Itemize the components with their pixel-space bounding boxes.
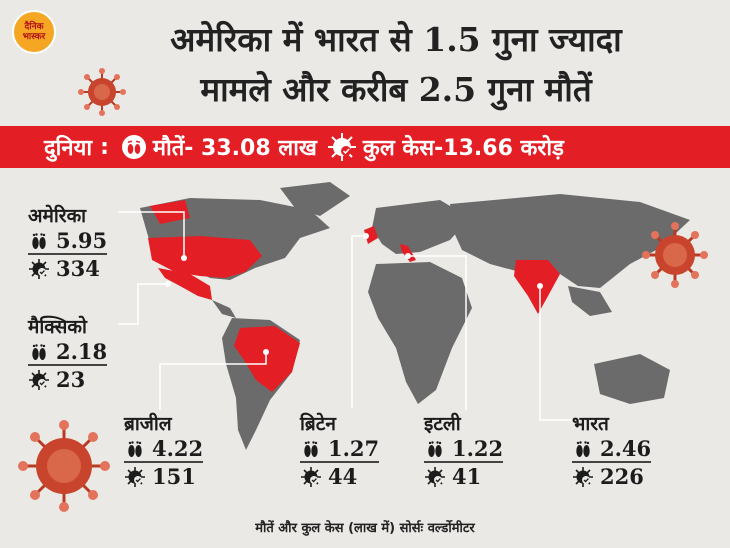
virus-icon: [29, 258, 49, 279]
country-usa: अमेरिका 5.95 334: [28, 202, 108, 282]
source-note: मौतें और कुल केस (लाख में) सोर्सः वर्ल्ड…: [255, 521, 475, 536]
cases-value: 41: [452, 464, 482, 489]
country-name: ब्रिटेन: [300, 413, 336, 435]
coronavirus-illustration-right: [642, 222, 708, 288]
country-brazil: ब्राजील 4.22 151: [124, 410, 204, 490]
deaths-value: 2.18: [56, 339, 108, 364]
country-uk: ब्रिटेन 1.27 44: [300, 410, 380, 490]
cases-value: 151: [152, 464, 196, 489]
europe-land: [372, 200, 470, 254]
leader-line-uk: [351, 235, 366, 408]
feet-icon: [121, 135, 146, 159]
feet-icon: [576, 440, 590, 457]
country-name: मैक्सिको: [28, 316, 87, 338]
world-cases: कुल केस-13.66 करोड़: [362, 136, 564, 161]
central-america-land: [212, 300, 236, 318]
dainik-bhaskar-logo: दैनिक भास्कर: [12, 10, 56, 54]
greenland-land: [280, 182, 350, 216]
virus-icon: [125, 466, 145, 487]
country-name: ब्राजील: [124, 413, 172, 435]
southeast-asia-land: [568, 286, 612, 316]
deaths-value: 1.22: [452, 436, 504, 461]
world-deaths: मौतें- 33.08 लाख: [152, 136, 317, 161]
asia-land: [450, 194, 690, 288]
feet-icon: [32, 232, 46, 249]
coronavirus-illustration: [78, 68, 126, 116]
virus-icon: [573, 466, 593, 487]
deaths-value: 2.46: [600, 436, 652, 461]
feet-icon: [428, 440, 442, 457]
cases-value: 226: [600, 464, 644, 489]
leader-line-mexico: [118, 283, 168, 325]
leader-line-india: [539, 286, 574, 421]
mexico-region: [158, 268, 212, 300]
leader-line-italy: [408, 255, 467, 410]
deaths-value: 4.22: [152, 436, 204, 461]
logo-line2: भास्कर: [22, 32, 46, 42]
world-stats-banner: दुनिया : मौतें- 33.08 लाख कुल केस-13.66 …: [0, 126, 730, 168]
uk-region: [364, 226, 378, 244]
australia-land: [594, 354, 670, 404]
cases-value: 334: [56, 256, 100, 281]
banner-separator: :: [100, 134, 109, 160]
country-italy: इटली 1.22 41: [424, 410, 504, 490]
africa-land: [368, 262, 472, 404]
headline-line2: मामले और करीब 2.5 गुना मौतें: [200, 70, 592, 109]
country-name: भारत: [572, 413, 609, 435]
coronavirus-illustration-left: [18, 420, 110, 512]
deaths-value: 1.27: [328, 436, 380, 461]
leader-line-usa: [118, 211, 185, 258]
india-region: [514, 260, 560, 314]
country-mexico: मैक्सिको 2.18 23: [28, 313, 108, 393]
cases-value: 23: [56, 367, 86, 392]
world-map: [118, 182, 690, 450]
brazil-region: [234, 326, 300, 392]
deaths-value: 5.95: [56, 228, 108, 253]
virus-icon: [29, 369, 49, 390]
virus-icon: [301, 466, 321, 487]
feet-icon: [304, 440, 318, 457]
virus-icon: [425, 466, 445, 487]
virus-icon: [327, 133, 356, 161]
headline-line1: अमेरिका में भारत से 1.5 गुना ज्यादा: [170, 20, 622, 59]
feet-icon: [128, 440, 142, 457]
world-label: दुनिया: [44, 136, 93, 161]
cases-value: 44: [328, 464, 358, 489]
country-name: इटली: [424, 413, 461, 435]
usa-region: [148, 236, 262, 278]
country-name: अमेरिका: [28, 205, 87, 227]
logo-line1: दैनिक: [24, 22, 44, 32]
feet-icon: [32, 343, 46, 360]
leader-line-brazil: [159, 352, 267, 410]
country-india: भारत 2.46 226: [572, 410, 652, 490]
